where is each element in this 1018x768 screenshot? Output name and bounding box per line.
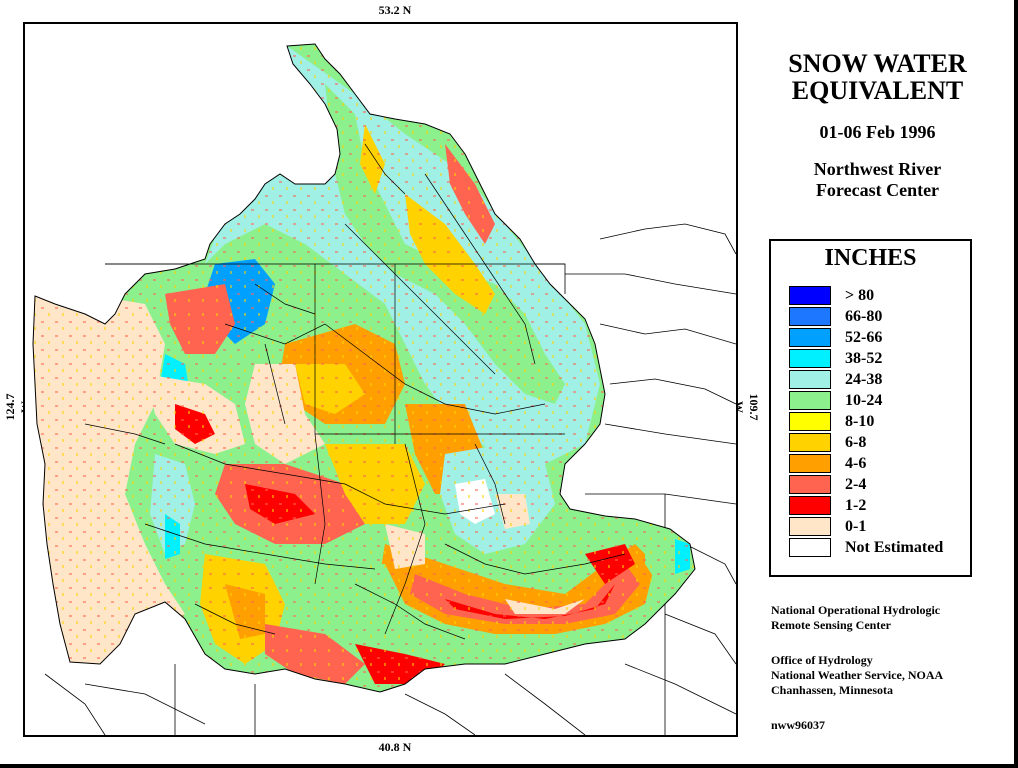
legend-label: Not Estimated [845,538,944,556]
legend-label: 6-8 [845,433,867,451]
map-title: SNOW WATER EQUIVALENT [740,50,1015,104]
map-graphic [32,43,736,735]
map-date: 01-06 Feb 1996 [819,122,936,142]
legend-item: 4-6 [789,453,866,474]
legend-item: 1-2 [789,495,866,516]
legend-swatch [789,391,831,410]
legend-item: 0-1 [789,516,866,537]
legend-label: 2-4 [845,475,867,493]
latitude-bottom-label: 40.8 N [378,740,412,754]
legend-swatch [789,496,831,515]
legend-label: 4-6 [845,454,867,472]
legend-swatch [789,286,831,305]
map-title-line2: EQUIVALENT [791,76,964,105]
legend-label: 38-52 [845,349,883,367]
legend-item: 10-24 [789,390,882,411]
basin-layers [33,44,695,692]
legend-swatch [789,538,831,557]
legend-title: INCHES [824,245,917,271]
legend-label: 8-10 [845,412,875,430]
legend-swatch [789,349,831,368]
credits-line4: National Weather Service, NOAA [771,668,944,682]
credits-line2: Remote Sensing Center [771,618,891,632]
sub-basin-lines [84,143,626,640]
map-title-line1: SNOW WATER [788,49,967,78]
legend: INCHES > 80 66-80 52-66 38-52 24-38 10-2… [769,239,972,577]
credits-line1: National Operational Hydrologic [771,603,941,617]
forecast-center: Northwest River Forecast Center [740,159,1015,201]
product-code: nww96037 [771,718,826,732]
legend-swatch [789,307,831,326]
legend-label: 66-80 [845,307,883,325]
legend-item: > 80 [789,285,874,306]
legend-item: 8-10 [789,411,874,432]
forecast-center-line1: Northwest River [813,159,942,179]
legend-label: 0-1 [845,517,867,535]
legend-item: 6-8 [789,432,866,453]
credits-line5: Chanhassen, Minnesota [771,683,894,697]
legend-item: 66-80 [789,306,882,327]
legend-swatch [789,328,831,347]
legend-item: Not Estimated [789,537,943,558]
snow-water-map [23,22,738,737]
latitude-top-label: 53.2 N [378,3,412,17]
basin-boundary [32,43,696,693]
legend-label: 52-66 [845,328,883,346]
legend-swatch [789,454,831,473]
legend-swatch [789,370,831,389]
legend-swatch [789,412,831,431]
legend-item: 24-38 [789,369,882,390]
credits-line3: Office of Hydrology [771,653,873,667]
legend-label: > 80 [845,286,875,304]
legend-label: 1-2 [845,496,867,514]
legend-item: 2-4 [789,474,866,495]
legend-item: 38-52 [789,348,882,369]
legend-swatch [789,433,831,452]
forecast-center-line2: Forecast Center [815,180,940,200]
legend-item: 52-66 [789,327,882,348]
legend-label: 24-38 [845,370,883,388]
title-block: SNOW WATER EQUIVALENT 01-06 Feb 1996 Nor… [740,50,1015,201]
credits: National Operational Hydrologic Remote S… [771,603,943,733]
legend-swatch [789,517,831,536]
legend-swatch [789,475,831,494]
legend-label: 10-24 [845,391,883,409]
